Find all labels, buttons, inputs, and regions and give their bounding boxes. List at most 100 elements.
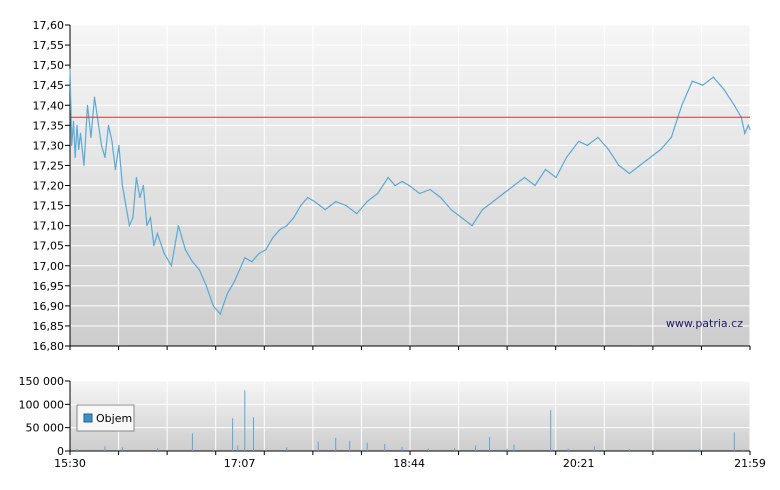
- xtick-label: 15:30: [54, 457, 86, 470]
- price-ytick-label: 17,05: [33, 240, 65, 253]
- price-point: [163, 253, 165, 255]
- volume-legend: Objem: [76, 404, 135, 432]
- volume-bar: [317, 441, 319, 451]
- price-point: [345, 205, 347, 207]
- volume-bar: [237, 445, 239, 451]
- price-point: [114, 168, 116, 171]
- volume-bar: [698, 448, 700, 451]
- price-point: [149, 217, 151, 219]
- price-point: [356, 213, 358, 215]
- price-point: [660, 148, 662, 150]
- price-point: [177, 225, 179, 227]
- price-point: [139, 196, 141, 199]
- price-point: [71, 144, 73, 146]
- volume-bar: [335, 437, 337, 451]
- price-point: [86, 104, 89, 106]
- price-point: [670, 136, 672, 138]
- price-point: [244, 257, 246, 259]
- price-point: [607, 148, 610, 150]
- price-point: [300, 205, 302, 207]
- price-point: [440, 196, 442, 199]
- price-point: [286, 225, 288, 227]
- volume-bar: [191, 433, 193, 451]
- price-point: [681, 104, 683, 106]
- price-point: [104, 156, 106, 158]
- price-point: [128, 225, 130, 227]
- volume-bar: [244, 390, 246, 451]
- price-point: [170, 265, 172, 267]
- price-point: [534, 184, 536, 187]
- volume-ytick-label: 0: [57, 445, 64, 458]
- price-point: [377, 192, 379, 195]
- legend-swatch: [83, 413, 93, 423]
- price-ytick-label: 17,15: [33, 200, 65, 213]
- price-point: [747, 124, 749, 126]
- price-point: [156, 233, 158, 235]
- price-panel: 17,60 17,55 17,50 17,45 17,40 17,35 17,30 17,25…: [33, 19, 751, 353]
- volume-bar: [628, 449, 630, 451]
- price-ytick-label: 17,35: [33, 119, 65, 132]
- price-point: [419, 192, 421, 195]
- price-point: [279, 229, 281, 231]
- price-point: [429, 188, 431, 191]
- price-point: [471, 225, 473, 227]
- volume-bar: [401, 446, 403, 451]
- volume-bar: [489, 437, 490, 451]
- price-point: [702, 84, 704, 86]
- price-ytick-label: 17,55: [33, 39, 65, 52]
- price-point: [712, 76, 714, 78]
- xtick-label: 20:21: [563, 457, 595, 470]
- price-point: [198, 269, 200, 271]
- price-point: [69, 68, 71, 70]
- price-point: [387, 176, 389, 179]
- price-point: [93, 96, 96, 98]
- price-ytick-label: 16,80: [33, 340, 65, 353]
- price-point: [394, 184, 396, 187]
- price-point: [205, 285, 207, 287]
- volume-bar: [104, 446, 106, 451]
- volume-bar: [121, 447, 123, 451]
- volume-bar: [253, 417, 254, 451]
- price-point: [233, 281, 235, 283]
- price-ytick-label: 17,25: [33, 159, 65, 172]
- price-point: [502, 192, 505, 195]
- price-ytick-label: 16,95: [33, 280, 65, 293]
- price-point: [691, 80, 693, 82]
- price-point: [555, 176, 557, 179]
- volume-bar: [156, 448, 158, 451]
- xtick-label: 17:07: [224, 457, 256, 470]
- price-ytick-label: 17,00: [33, 260, 65, 273]
- price-point: [307, 196, 309, 199]
- price-ytick-label: 17,40: [33, 99, 65, 112]
- legend-label: Objem: [96, 412, 132, 425]
- price-point: [749, 128, 751, 130]
- price-ytick-label: 17,45: [33, 79, 65, 92]
- xtick-label: 18:44: [393, 457, 425, 470]
- price-point: [481, 209, 484, 211]
- price-point: [639, 164, 641, 166]
- volume-ytick-label: 100 000: [19, 398, 65, 411]
- price-point: [118, 144, 120, 146]
- volume-ytick-label: 50 000: [26, 422, 65, 435]
- price-point: [90, 136, 92, 138]
- xtick-label: 21:59: [734, 457, 766, 470]
- price-ytick-label: 16,90: [33, 300, 65, 313]
- volume-bar: [506, 448, 508, 451]
- volume-bar: [265, 449, 267, 451]
- price-point: [733, 104, 735, 106]
- volume-bar: [550, 409, 552, 451]
- volume-bar: [567, 448, 569, 451]
- volume-panel: 150 000 100 000 50 000 015:30 17:07 18:44 20:2…: [19, 375, 766, 470]
- volume-bar: [742, 449, 744, 451]
- price-point: [76, 124, 78, 126]
- price-point: [239, 269, 241, 271]
- volume-bar: [593, 446, 595, 451]
- price-ytick-label: 16,85: [33, 320, 65, 333]
- volume-bar: [232, 418, 234, 451]
- price-point: [586, 144, 589, 146]
- price-point: [401, 180, 403, 183]
- price-point: [723, 88, 725, 90]
- price-point: [251, 261, 253, 263]
